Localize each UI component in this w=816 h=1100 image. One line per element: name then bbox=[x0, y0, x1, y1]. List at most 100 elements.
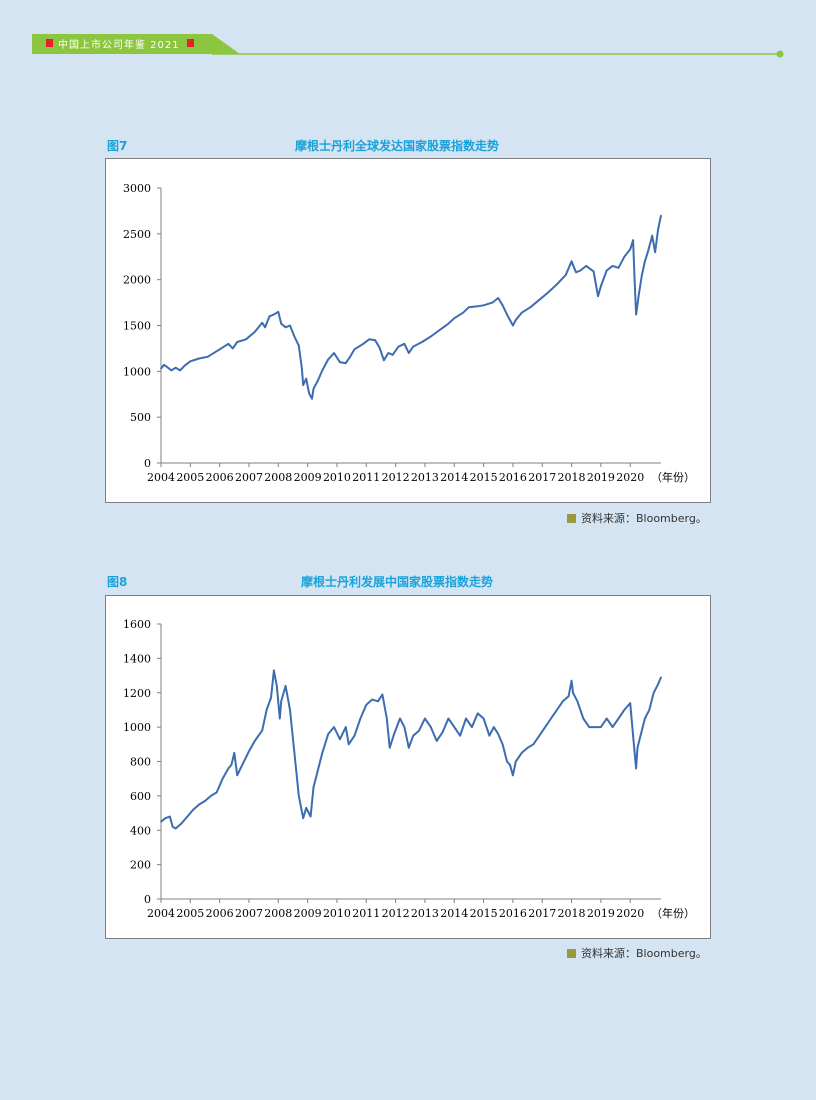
data-point bbox=[512, 774, 514, 777]
data-point bbox=[635, 767, 637, 770]
data-point bbox=[345, 362, 347, 364]
data-point bbox=[430, 726, 432, 728]
data-point bbox=[386, 717, 388, 720]
data-point bbox=[506, 313, 508, 316]
data-point bbox=[617, 267, 620, 269]
x-tick-label: 2017 bbox=[528, 471, 556, 484]
data-point bbox=[636, 747, 639, 749]
data-point bbox=[462, 311, 464, 314]
data-point bbox=[579, 269, 582, 272]
data-point bbox=[312, 786, 315, 789]
data-point bbox=[170, 369, 173, 372]
x-tick-label: 2004 bbox=[147, 907, 175, 920]
data-point bbox=[164, 817, 167, 819]
data-point bbox=[198, 357, 200, 360]
data-point bbox=[169, 815, 171, 818]
data-point bbox=[245, 338, 247, 341]
source-marker-icon bbox=[567, 949, 576, 958]
figure-8-source: 资料来源：Bloomberg。 bbox=[567, 945, 707, 961]
x-tick-label: 2011 bbox=[352, 907, 380, 920]
data-point bbox=[298, 795, 300, 797]
x-tick-label: 2006 bbox=[206, 471, 234, 484]
data-point bbox=[301, 366, 303, 369]
data-point bbox=[623, 709, 626, 711]
x-tick-label: 2011 bbox=[352, 471, 380, 484]
data-point bbox=[476, 305, 479, 308]
y-tick-label: 200 bbox=[130, 859, 151, 872]
data-point bbox=[163, 364, 165, 366]
x-tick-label: 2010 bbox=[323, 471, 351, 484]
y-tick-label: 400 bbox=[130, 824, 151, 837]
data-point bbox=[647, 251, 649, 253]
data-point bbox=[189, 360, 192, 363]
data-point bbox=[381, 693, 384, 696]
figure-8-source-text: 资料来源：Bloomberg。 bbox=[581, 947, 707, 960]
data-point bbox=[482, 304, 485, 307]
data-point bbox=[532, 743, 535, 746]
data-point bbox=[397, 345, 400, 348]
data-point bbox=[526, 747, 529, 749]
data-point bbox=[408, 352, 410, 354]
data-point bbox=[611, 265, 614, 267]
data-point bbox=[383, 359, 385, 362]
data-point bbox=[421, 341, 423, 343]
data-point bbox=[570, 679, 573, 682]
data-point bbox=[166, 366, 168, 368]
data-point bbox=[594, 726, 596, 728]
data-point bbox=[210, 795, 212, 797]
x-tick-label: 2015 bbox=[470, 907, 498, 920]
data-point bbox=[641, 274, 643, 276]
data-point bbox=[186, 815, 189, 818]
data-point bbox=[538, 299, 541, 301]
data-point bbox=[585, 265, 587, 267]
data-point bbox=[453, 317, 456, 319]
data-point bbox=[345, 726, 347, 728]
data-point bbox=[644, 260, 646, 263]
data-point bbox=[520, 752, 523, 754]
data-point bbox=[644, 717, 646, 720]
data-point bbox=[438, 329, 441, 331]
data-point bbox=[265, 709, 268, 711]
data-point bbox=[179, 369, 181, 372]
x-axis-label: （年份） bbox=[651, 906, 695, 920]
data-point bbox=[412, 734, 415, 737]
data-point bbox=[509, 764, 511, 766]
y-tick-label: 1000 bbox=[123, 721, 151, 734]
data-point bbox=[198, 803, 200, 806]
data-point bbox=[317, 379, 319, 382]
figure-7-source: 资料来源：Bloomberg。 bbox=[567, 510, 707, 526]
data-point bbox=[529, 306, 532, 308]
data-point bbox=[592, 270, 595, 273]
x-tick-label: 2017 bbox=[528, 907, 556, 920]
header-title: 中国上市公司年鉴 2021 bbox=[58, 40, 180, 51]
data-point bbox=[465, 717, 467, 720]
data-point bbox=[408, 747, 410, 749]
x-tick-label: 2020 bbox=[616, 907, 644, 920]
data-point bbox=[611, 726, 614, 728]
x-tick-label: 2019 bbox=[587, 471, 615, 484]
data-point bbox=[327, 733, 329, 735]
data-point bbox=[227, 767, 230, 770]
data-point bbox=[284, 685, 287, 687]
x-tick-label: 2009 bbox=[294, 907, 322, 920]
data-point bbox=[600, 726, 602, 728]
data-point bbox=[374, 339, 376, 341]
data-point bbox=[339, 361, 341, 363]
page-header: 中国上市公司年鉴 2021 bbox=[0, 0, 816, 80]
data-point bbox=[600, 285, 602, 287]
y-tick-label: 1600 bbox=[123, 618, 151, 631]
data-point bbox=[468, 306, 470, 308]
y-tick-label: 500 bbox=[130, 411, 151, 424]
data-point bbox=[276, 685, 278, 687]
y-tick-label: 800 bbox=[130, 756, 151, 769]
data-point bbox=[174, 366, 177, 369]
data-point bbox=[180, 822, 183, 825]
data-point bbox=[506, 760, 508, 763]
data-point bbox=[654, 251, 656, 253]
data-point bbox=[556, 283, 558, 286]
data-point bbox=[232, 347, 234, 350]
data-point bbox=[207, 355, 209, 358]
x-tick-label: 2014 bbox=[440, 907, 468, 920]
data-point bbox=[289, 324, 291, 327]
data-point bbox=[572, 692, 574, 694]
